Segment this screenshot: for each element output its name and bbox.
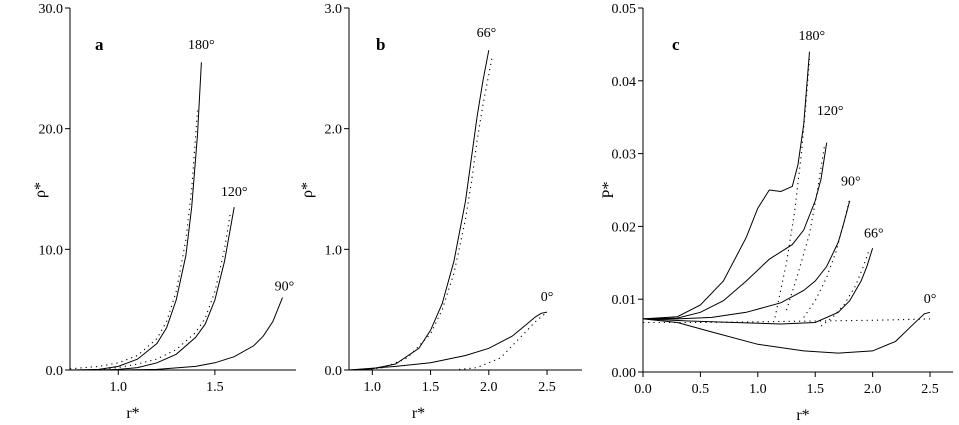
- chart-panel-b: 1.0 1.5 2.0 2.5 0.0 1.0 2.0 3.0 r* ρ* b 66° 0°: [299, 2, 582, 422]
- dotted-series-line: [787, 146, 825, 310]
- x-axis-label: r*: [796, 407, 809, 424]
- panel-letter: b: [376, 35, 385, 54]
- solid-series-line: [643, 248, 873, 324]
- y-axis-label: ρ*: [32, 182, 49, 198]
- x-tick-label: 1.0: [749, 382, 767, 397]
- y-tick-label: 0.05: [612, 2, 637, 17]
- chart-panel-a: 1.0 1.5 0.0 10.0 20.0 30.0 r* ρ* a 180° 120° 90°: [32, 2, 296, 422]
- y-tick-label: 0.0: [325, 364, 343, 379]
- y-tick-label: 30.0: [39, 2, 64, 17]
- y-tick-label: 0.0: [46, 364, 64, 379]
- dotted-series-line: [821, 250, 869, 326]
- y-tick-label: 1.0: [325, 243, 343, 258]
- x-tick-label: 2.5: [538, 380, 556, 395]
- x-tick-label: 2.0: [864, 382, 882, 397]
- solid-series-line: [349, 50, 489, 370]
- solid-series-line: [70, 298, 283, 370]
- y-tick-label: 3.0: [325, 2, 343, 17]
- x-tick-label: 1.5: [806, 382, 824, 397]
- x-tick-label: 0.0: [634, 382, 652, 397]
- x-tick-label: 1.5: [422, 380, 440, 395]
- y-axis-label: P*: [600, 182, 617, 199]
- dotted-series-line: [99, 213, 230, 369]
- solid-series-line: [643, 52, 810, 319]
- dotted-series-line: [361, 56, 493, 370]
- x-axis-label: r*: [126, 405, 139, 422]
- x-tick-label: 1.0: [110, 380, 128, 395]
- chart-panel-c: 0.0 0.5 1.0 1.5 2.0 2.5 0.00 0.01 0.02 0.03 0.04 0.…: [600, 2, 953, 424]
- series-label: 66°: [864, 226, 884, 241]
- dotted-series-line: [775, 59, 810, 317]
- y-tick-label: 20.0: [39, 123, 64, 138]
- series-label: 90°: [275, 279, 295, 294]
- series-label: 180°: [798, 29, 825, 44]
- y-tick-label: 0.00: [612, 366, 637, 381]
- x-tick-label: 1.0: [364, 380, 382, 395]
- dotted-series-line: [70, 111, 198, 369]
- y-axis-label: ρ*: [299, 182, 316, 198]
- x-tick-label: 2.5: [921, 382, 939, 397]
- y-tick-label: 0.04: [612, 75, 637, 90]
- panel-letter: a: [95, 35, 104, 54]
- series-label: 120°: [817, 104, 844, 119]
- y-tick-label: 0.01: [612, 293, 637, 308]
- dotted-series-line: [804, 199, 850, 318]
- x-axis-label: r*: [412, 405, 425, 422]
- series-label: 180°: [188, 38, 215, 53]
- y-tick-label: 0.02: [612, 220, 637, 235]
- series-label: 0°: [541, 290, 554, 305]
- y-tick-label: 10.0: [39, 243, 64, 258]
- solid-series-line: [70, 207, 234, 370]
- x-tick-label: 0.5: [692, 382, 710, 397]
- panel-letter: c: [672, 35, 680, 54]
- y-tick-label: 0.03: [612, 148, 637, 163]
- series-label: 120°: [221, 185, 248, 200]
- solid-series-line: [70, 62, 201, 370]
- solid-series-line: [349, 312, 547, 370]
- y-tick-label: 2.0: [325, 123, 343, 138]
- x-tick-label: 1.5: [206, 380, 224, 395]
- solid-series-line: [643, 201, 850, 319]
- series-label: 66°: [477, 26, 497, 41]
- series-label: 0°: [924, 292, 937, 307]
- dotted-series-line: [454, 312, 547, 370]
- x-tick-label: 2.0: [480, 380, 498, 395]
- series-label: 90°: [841, 175, 861, 190]
